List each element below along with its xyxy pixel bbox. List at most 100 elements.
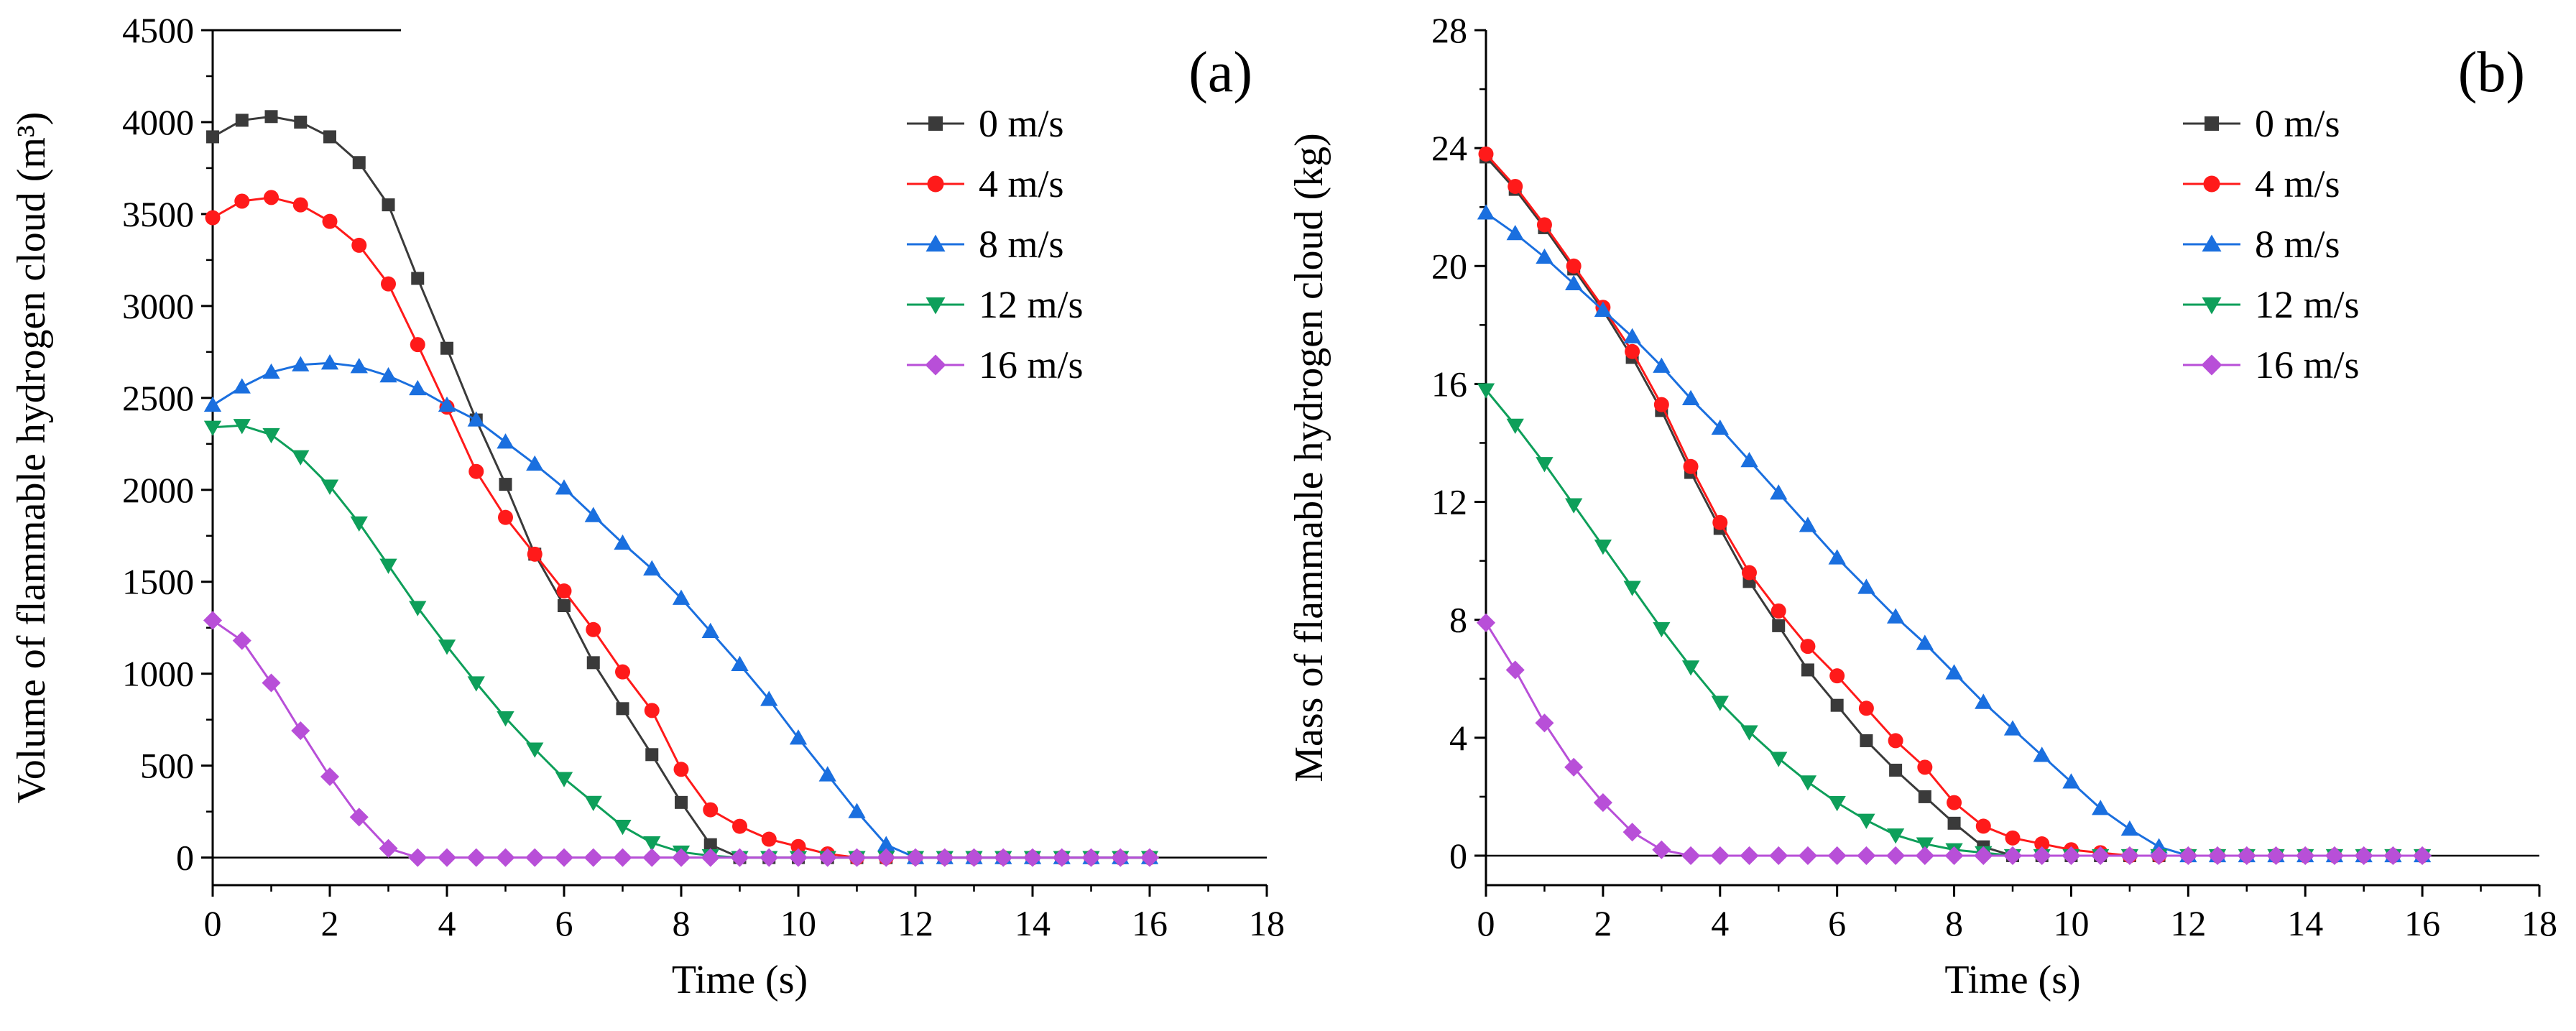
data-point bbox=[499, 478, 512, 491]
data-point bbox=[294, 115, 308, 129]
data-point bbox=[614, 819, 632, 836]
legend-label: 0 m/s bbox=[979, 102, 1064, 145]
data-point bbox=[1565, 274, 1583, 291]
data-point bbox=[351, 237, 367, 253]
data-point bbox=[235, 114, 249, 127]
data-point bbox=[1889, 763, 1903, 777]
data-point bbox=[615, 664, 630, 680]
series-line bbox=[212, 424, 1150, 859]
data-point bbox=[203, 611, 223, 630]
data-point bbox=[614, 534, 632, 550]
data-point bbox=[760, 848, 779, 867]
data-point bbox=[1681, 389, 1700, 406]
legend-label: 4 m/s bbox=[979, 162, 1064, 205]
series-8-m-s bbox=[203, 354, 1159, 864]
data-point bbox=[2354, 846, 2373, 866]
data-point bbox=[673, 762, 689, 777]
legend-marker bbox=[2205, 116, 2219, 131]
data-point bbox=[466, 848, 486, 867]
data-point bbox=[320, 767, 340, 787]
data-point bbox=[1857, 846, 1876, 866]
data-point bbox=[2120, 846, 2139, 866]
data-point bbox=[1830, 698, 1844, 712]
x-tick-label: 14 bbox=[2287, 903, 2323, 943]
data-point bbox=[292, 450, 310, 466]
data-point bbox=[616, 702, 629, 716]
series-16-m-s bbox=[203, 611, 1160, 867]
panel-label: (b) bbox=[2458, 41, 2525, 104]
y-axis-title: Volume of flammable hydrogen cloud (m³) bbox=[9, 112, 54, 804]
y-tick-label: 28 bbox=[1431, 10, 1467, 50]
data-point bbox=[291, 721, 310, 741]
data-point bbox=[2033, 746, 2051, 762]
data-point bbox=[1622, 823, 1642, 842]
data-point bbox=[1740, 451, 1758, 468]
data-point bbox=[555, 772, 573, 787]
data-point bbox=[1917, 759, 1933, 775]
data-point bbox=[526, 455, 544, 471]
data-point bbox=[1828, 549, 1846, 565]
data-point bbox=[410, 337, 425, 353]
y-tick-label: 1500 bbox=[122, 562, 194, 602]
y-axis-title: Mass of flammable hydrogen cloud (kg) bbox=[1287, 133, 1331, 782]
data-point bbox=[1740, 725, 1758, 741]
legend-label: 16 m/s bbox=[979, 343, 1084, 387]
x-tick-label: 14 bbox=[1015, 903, 1051, 943]
data-point bbox=[818, 766, 836, 782]
data-point bbox=[994, 848, 1013, 867]
x-tick-label: 0 bbox=[1477, 903, 1495, 943]
data-point bbox=[2003, 720, 2022, 736]
x-axis-title: Time (s) bbox=[672, 958, 808, 1002]
legend-marker bbox=[925, 234, 946, 252]
data-point bbox=[498, 509, 513, 525]
data-point bbox=[2091, 846, 2110, 866]
data-point bbox=[1974, 846, 1993, 866]
data-point bbox=[1975, 693, 1993, 709]
data-point bbox=[440, 341, 453, 355]
data-point bbox=[292, 197, 308, 213]
data-point bbox=[703, 802, 719, 818]
data-point bbox=[1947, 816, 1961, 830]
series-16-m-s bbox=[1476, 613, 2432, 866]
legend-item: 8 m/s bbox=[2183, 223, 2340, 266]
data-point bbox=[1858, 701, 1874, 716]
data-point bbox=[554, 848, 574, 867]
series-line bbox=[212, 619, 1150, 859]
data-point bbox=[379, 558, 397, 574]
data-point bbox=[350, 516, 368, 532]
data-point bbox=[1477, 204, 1495, 220]
data-point bbox=[672, 589, 691, 605]
legend-item: 16 m/s bbox=[2183, 343, 2360, 387]
data-point bbox=[233, 378, 251, 394]
data-point bbox=[381, 276, 396, 292]
data-point bbox=[2266, 846, 2286, 866]
data-point bbox=[262, 363, 280, 379]
data-point bbox=[1712, 514, 1728, 530]
data-point bbox=[586, 656, 600, 670]
x-tick-label: 12 bbox=[2170, 903, 2206, 943]
data-point bbox=[203, 420, 222, 436]
x-tick-label: 18 bbox=[1249, 903, 1285, 943]
data-point bbox=[556, 583, 572, 599]
data-point bbox=[1798, 846, 1817, 866]
data-point bbox=[1860, 734, 1873, 747]
y-tick-label: 4 bbox=[1449, 718, 1467, 758]
data-point bbox=[1857, 813, 1875, 829]
data-point bbox=[1888, 733, 1903, 749]
data-point bbox=[264, 190, 279, 205]
x-tick-label: 4 bbox=[438, 903, 456, 943]
data-point bbox=[438, 639, 456, 655]
y-tick-label: 8 bbox=[1449, 600, 1467, 640]
data-point bbox=[1140, 848, 1160, 867]
x-tick-label: 12 bbox=[897, 903, 933, 943]
data-point bbox=[1947, 795, 1962, 810]
data-point bbox=[1886, 828, 1905, 844]
data-point bbox=[262, 673, 281, 693]
data-point bbox=[1566, 258, 1582, 274]
y-tick-label: 2500 bbox=[122, 378, 194, 418]
data-point bbox=[1799, 517, 1817, 532]
x-tick-label: 10 bbox=[2053, 903, 2089, 943]
series-12-m-s bbox=[1477, 383, 2432, 865]
data-point bbox=[320, 479, 339, 495]
